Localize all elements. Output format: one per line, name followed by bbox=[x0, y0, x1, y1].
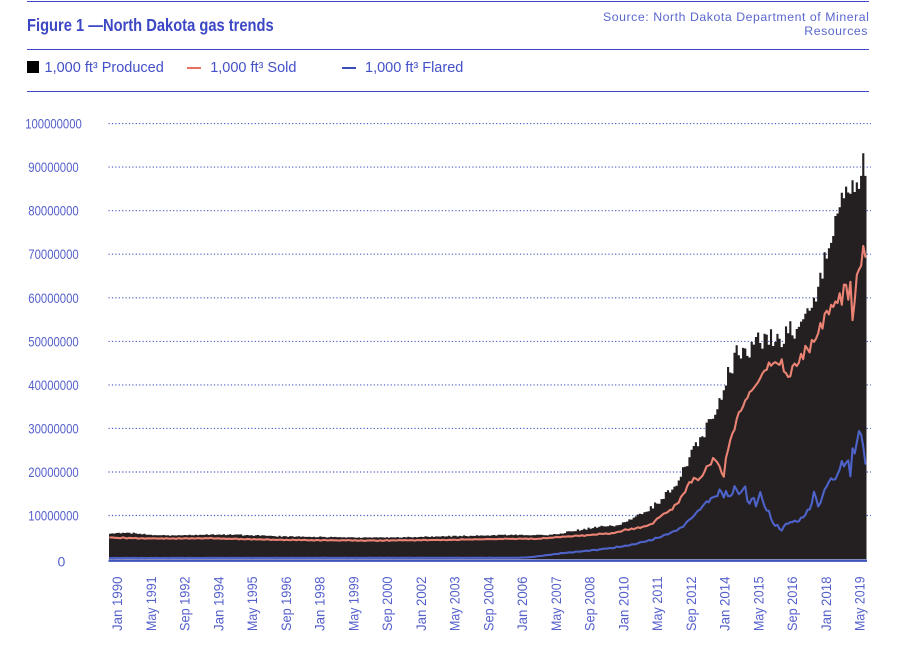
svg-text:50000000: 50000000 bbox=[28, 333, 79, 349]
svg-text:80000000: 80000000 bbox=[28, 203, 79, 219]
svg-text:Sep 1992: Sep 1992 bbox=[177, 576, 193, 631]
svg-text:0: 0 bbox=[58, 554, 66, 570]
svg-text:90000000: 90000000 bbox=[28, 159, 79, 175]
svg-text:60000000: 60000000 bbox=[28, 290, 79, 306]
svg-text:Sep 2000: Sep 2000 bbox=[379, 576, 395, 631]
svg-text:Jan 2014: Jan 2014 bbox=[717, 576, 733, 631]
svg-text:Sep 1996: Sep 1996 bbox=[278, 576, 294, 631]
svg-text:May 2011: May 2011 bbox=[649, 576, 665, 631]
svg-text:20000000: 20000000 bbox=[28, 464, 79, 480]
svg-text:40000000: 40000000 bbox=[28, 377, 79, 393]
svg-text:10000000: 10000000 bbox=[28, 508, 79, 524]
svg-text:Jan 1990: Jan 1990 bbox=[109, 576, 125, 631]
svg-text:May 2007: May 2007 bbox=[548, 576, 564, 631]
svg-text:Jan 2010: Jan 2010 bbox=[615, 576, 631, 631]
svg-text:May 2015: May 2015 bbox=[750, 576, 766, 631]
svg-text:May 2019: May 2019 bbox=[852, 576, 868, 631]
svg-text:Jan 1994: Jan 1994 bbox=[210, 576, 226, 631]
svg-text:30000000: 30000000 bbox=[28, 420, 79, 436]
svg-text:Jan 2002: Jan 2002 bbox=[413, 576, 429, 631]
svg-text:Jan 2006: Jan 2006 bbox=[514, 576, 530, 631]
svg-text:Sep 2012: Sep 2012 bbox=[683, 576, 699, 631]
svg-text:Sep 2004: Sep 2004 bbox=[480, 576, 496, 631]
svg-text:May 1999: May 1999 bbox=[345, 576, 361, 631]
svg-text:100000000: 100000000 bbox=[25, 116, 82, 132]
svg-text:May 2003: May 2003 bbox=[447, 576, 463, 631]
svg-text:Jan 1998: Jan 1998 bbox=[312, 576, 328, 631]
svg-text:May 1991: May 1991 bbox=[143, 576, 159, 631]
svg-text:Sep 2016: Sep 2016 bbox=[784, 576, 800, 631]
svg-text:Sep 2008: Sep 2008 bbox=[582, 576, 598, 631]
svg-text:May 1995: May 1995 bbox=[244, 576, 260, 631]
svg-text:70000000: 70000000 bbox=[28, 246, 79, 262]
svg-text:Jan 2018: Jan 2018 bbox=[818, 576, 834, 631]
